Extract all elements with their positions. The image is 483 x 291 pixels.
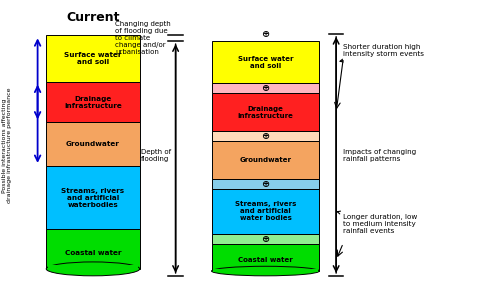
Text: Streams, rivers
and artificial
waterbodies: Streams, rivers and artificial waterbodi… xyxy=(61,188,125,208)
Bar xyxy=(212,189,319,234)
Text: Groundwater: Groundwater xyxy=(240,157,291,163)
Text: Coastal water: Coastal water xyxy=(65,250,121,256)
Text: Current: Current xyxy=(66,11,120,24)
Bar xyxy=(212,93,319,131)
Text: ⊕: ⊕ xyxy=(261,29,270,39)
Text: Groundwater: Groundwater xyxy=(66,141,120,147)
Bar xyxy=(213,269,318,272)
Bar xyxy=(46,36,140,82)
Bar xyxy=(46,166,140,230)
Text: Depth of
flooding: Depth of flooding xyxy=(141,149,171,162)
Bar xyxy=(212,234,319,244)
Text: ⊕: ⊕ xyxy=(261,83,270,93)
Ellipse shape xyxy=(46,262,140,276)
Text: Streams, rivers
and artificial
water bodies: Streams, rivers and artificial water bod… xyxy=(235,201,296,221)
Bar xyxy=(46,230,140,269)
Bar xyxy=(212,41,319,83)
Text: Drainage
infrastructure: Drainage infrastructure xyxy=(238,106,293,119)
Text: Surface water
and soil: Surface water and soil xyxy=(238,56,293,69)
Bar xyxy=(48,265,138,270)
Bar xyxy=(212,131,319,141)
Text: Coastal water: Coastal water xyxy=(238,257,293,263)
Text: Possible interactions affecting
drainage infrastructure performance: Possible interactions affecting drainage… xyxy=(1,88,13,203)
Text: Shorter duration high
intensity storm events: Shorter duration high intensity storm ev… xyxy=(340,44,425,62)
Text: ⊕: ⊕ xyxy=(261,179,270,189)
Bar xyxy=(212,141,319,179)
Text: Drainage
infrastructure: Drainage infrastructure xyxy=(64,95,122,109)
Bar xyxy=(46,122,140,166)
Ellipse shape xyxy=(212,266,319,276)
Text: Longer duration, low
to medium intensity
rainfall events: Longer duration, low to medium intensity… xyxy=(337,211,418,234)
Bar xyxy=(212,179,319,189)
Text: Surface water
and soil: Surface water and soil xyxy=(64,52,122,65)
Text: Impacts of changing
rainfall patterns: Impacts of changing rainfall patterns xyxy=(343,149,416,162)
Bar xyxy=(212,244,319,271)
Bar xyxy=(46,82,140,122)
Text: ⊕: ⊕ xyxy=(261,234,270,244)
Bar xyxy=(212,83,319,93)
Text: ⊕: ⊕ xyxy=(261,131,270,141)
Text: Changing depth
of flooding due
to climate
change and/or
urbanisation: Changing depth of flooding due to climat… xyxy=(115,21,171,55)
